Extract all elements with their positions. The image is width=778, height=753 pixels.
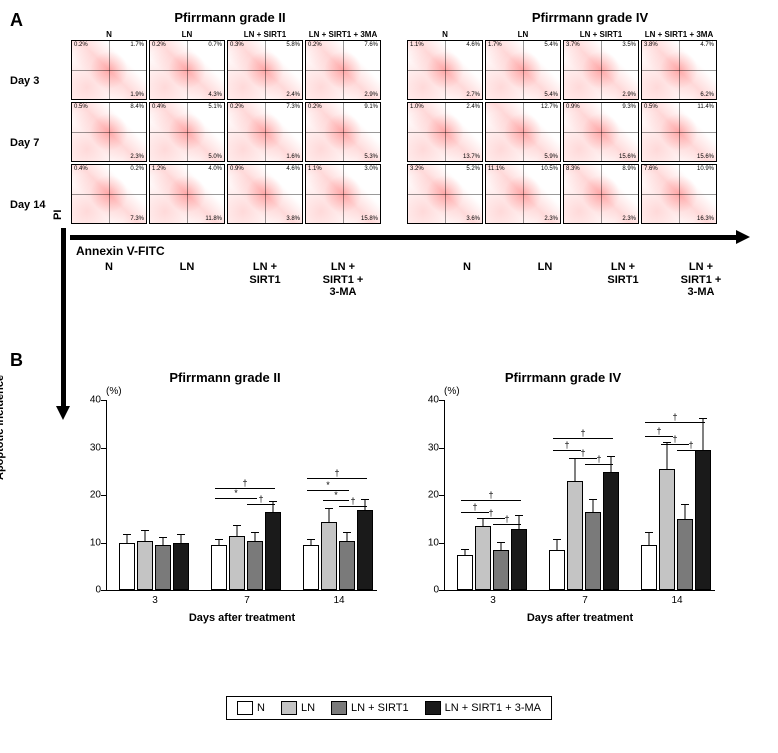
bar [695, 450, 711, 590]
flow-plot: 1.1%3.0%15.8% [305, 164, 381, 224]
day-label-7: Day 7 [10, 112, 45, 174]
y-unit: (%) [444, 386, 460, 397]
col-header: LN + SIRT1 + 3MA [305, 30, 381, 39]
grade-title-ii: Pfirrmann grade II [70, 10, 390, 25]
chart-grade-iv: Pfirrmann grade IV (%) 0102030403714Days… [408, 370, 718, 630]
panel-b-label: B [10, 350, 23, 371]
day-labels: Day 3 Day 7 Day 14 [10, 50, 45, 236]
flow-plot: 0.9%4.6%3.8% [227, 164, 303, 224]
bar [659, 469, 675, 590]
flow-plot: 0.5%11.4%15.6% [641, 102, 717, 162]
day-label-14: Day 14 [10, 174, 45, 236]
bar [339, 541, 355, 591]
flow-plot: 3.2%5.2%3.6% [407, 164, 483, 224]
bar [173, 543, 189, 590]
legend-item: LN [281, 701, 315, 715]
flow-plot: 11.1%10.5%2.3% [485, 164, 561, 224]
bar [155, 545, 171, 590]
bar [321, 522, 337, 591]
scatter-group-iv: N LN LN + SIRT1 LN + SIRT1 + 3MA 1.1%4.6… [406, 30, 718, 225]
flow-plot: 12.7%5.9% [485, 102, 561, 162]
y-unit: (%) [106, 386, 122, 397]
bottom-labels-ii: N LN LN +SIRT1 LN +SIRT1 +3-MA [70, 260, 382, 300]
col-header: LN [149, 30, 225, 39]
bar [357, 510, 373, 590]
flow-plot: 3.8%4.7%6.2% [641, 40, 717, 100]
bar [119, 543, 135, 590]
bar [677, 519, 693, 590]
bottom-label: LN +SIRT1 +3-MA [305, 261, 381, 299]
flow-plot: 0.5%8.4%2.3% [71, 102, 147, 162]
flow-plot: 0.3%5.8%2.4% [227, 40, 303, 100]
legend-item: N [237, 701, 265, 715]
col-header: LN [485, 30, 561, 39]
panel-b: B Apoptotic incidence Pfirrmann grade II… [10, 350, 768, 720]
flow-plot: 3.7%3.5%2.9% [563, 40, 639, 100]
y-axis-label: Apoptotic incidence [0, 375, 6, 480]
bar [229, 536, 245, 590]
bar [585, 512, 601, 590]
bottom-labels-iv: N LN LN +SIRT1 LN +SIRT1 +3-MA [428, 260, 740, 300]
bar [137, 541, 153, 591]
bar-charts: Pfirrmann grade II (%) 0102030403714Days… [70, 370, 718, 630]
bar [247, 541, 263, 591]
grade-titles-row: Pfirrmann grade II Pfirrmann grade IV [70, 10, 750, 25]
flow-plot: 0.4%5.1%5.0% [149, 102, 225, 162]
bar [475, 526, 491, 590]
grade-title-iv: Pfirrmann grade IV [430, 10, 750, 25]
bar [567, 481, 583, 590]
bottom-label: N [429, 261, 505, 299]
legend-item: LN + SIRT1 [331, 701, 409, 715]
col-header: LN + SIRT1 [227, 30, 303, 39]
flow-plot: 1.1%4.6%2.7% [407, 40, 483, 100]
chart-title: Pfirrmann grade IV [408, 370, 718, 385]
bottom-label: LN +SIRT1 [227, 261, 303, 299]
bottom-label: N [71, 261, 147, 299]
day-label-3: Day 3 [10, 50, 45, 112]
bottom-label: LN +SIRT1 [585, 261, 661, 299]
flow-plot: 1.7%5.4%5.4% [485, 40, 561, 100]
col-header: N [407, 30, 483, 39]
bottom-label: LN [507, 261, 583, 299]
bar [303, 545, 319, 590]
legend-item: LN + SIRT1 + 3-MA [425, 701, 541, 715]
panel-a-label: A [10, 10, 23, 31]
bar [493, 550, 509, 590]
chart-title: Pfirrmann grade II [70, 370, 380, 385]
flow-plot: 0.2%7.3%1.6% [227, 102, 303, 162]
bar [603, 472, 619, 590]
flow-plot: 0.9%9.3%15.6% [563, 102, 639, 162]
scatter-group-ii: N LN LN + SIRT1 LN + SIRT1 + 3MA 0.2%1.7… [70, 30, 382, 225]
plot-area: 0102030403714Days after treatment†*††**† [106, 400, 377, 591]
annexin-axis-label: Annexin V-FITC [76, 244, 165, 258]
bottom-label: LN +SIRT1 +3-MA [663, 261, 739, 299]
col-header: LN + SIRT1 [563, 30, 639, 39]
bar [457, 555, 473, 590]
flow-plot: 0.2%1.7%1.9% [71, 40, 147, 100]
annexin-axis-arrow [70, 232, 750, 242]
flow-plot: 7.6%10.9%16.3% [641, 164, 717, 224]
chart-grade-ii: Pfirrmann grade II (%) 0102030403714Days… [70, 370, 380, 630]
col-header: LN + SIRT1 + 3MA [641, 30, 717, 39]
col-header: N [71, 30, 147, 39]
flow-plot: 0.4%0.2%7.3% [71, 164, 147, 224]
plot-area: 0102030403714Days after treatment†††††††… [444, 400, 715, 591]
panel-a: A Pfirrmann grade II Pfirrmann grade IV … [10, 10, 768, 340]
pi-axis-label: PI [52, 210, 64, 220]
legend: N LN LN + SIRT1 LN + SIRT1 + 3-MA [226, 696, 552, 720]
bar [511, 529, 527, 590]
flow-plot: 1.0%2.4%13.7% [407, 102, 483, 162]
bar [549, 550, 565, 590]
bottom-label: LN [149, 261, 225, 299]
flow-plot: 0.2%9.1%5.3% [305, 102, 381, 162]
flow-plot: 1.2%4.0%11.8% [149, 164, 225, 224]
bar [641, 545, 657, 590]
scatter-grid: N LN LN + SIRT1 LN + SIRT1 + 3MA 0.2%1.7… [70, 30, 718, 225]
bar [211, 545, 227, 590]
flow-plot: 0.2%0.7%4.3% [149, 40, 225, 100]
bar [265, 512, 281, 590]
flow-plot: 0.2%7.6%2.9% [305, 40, 381, 100]
flow-plot: 8.3%8.9%2.3% [563, 164, 639, 224]
